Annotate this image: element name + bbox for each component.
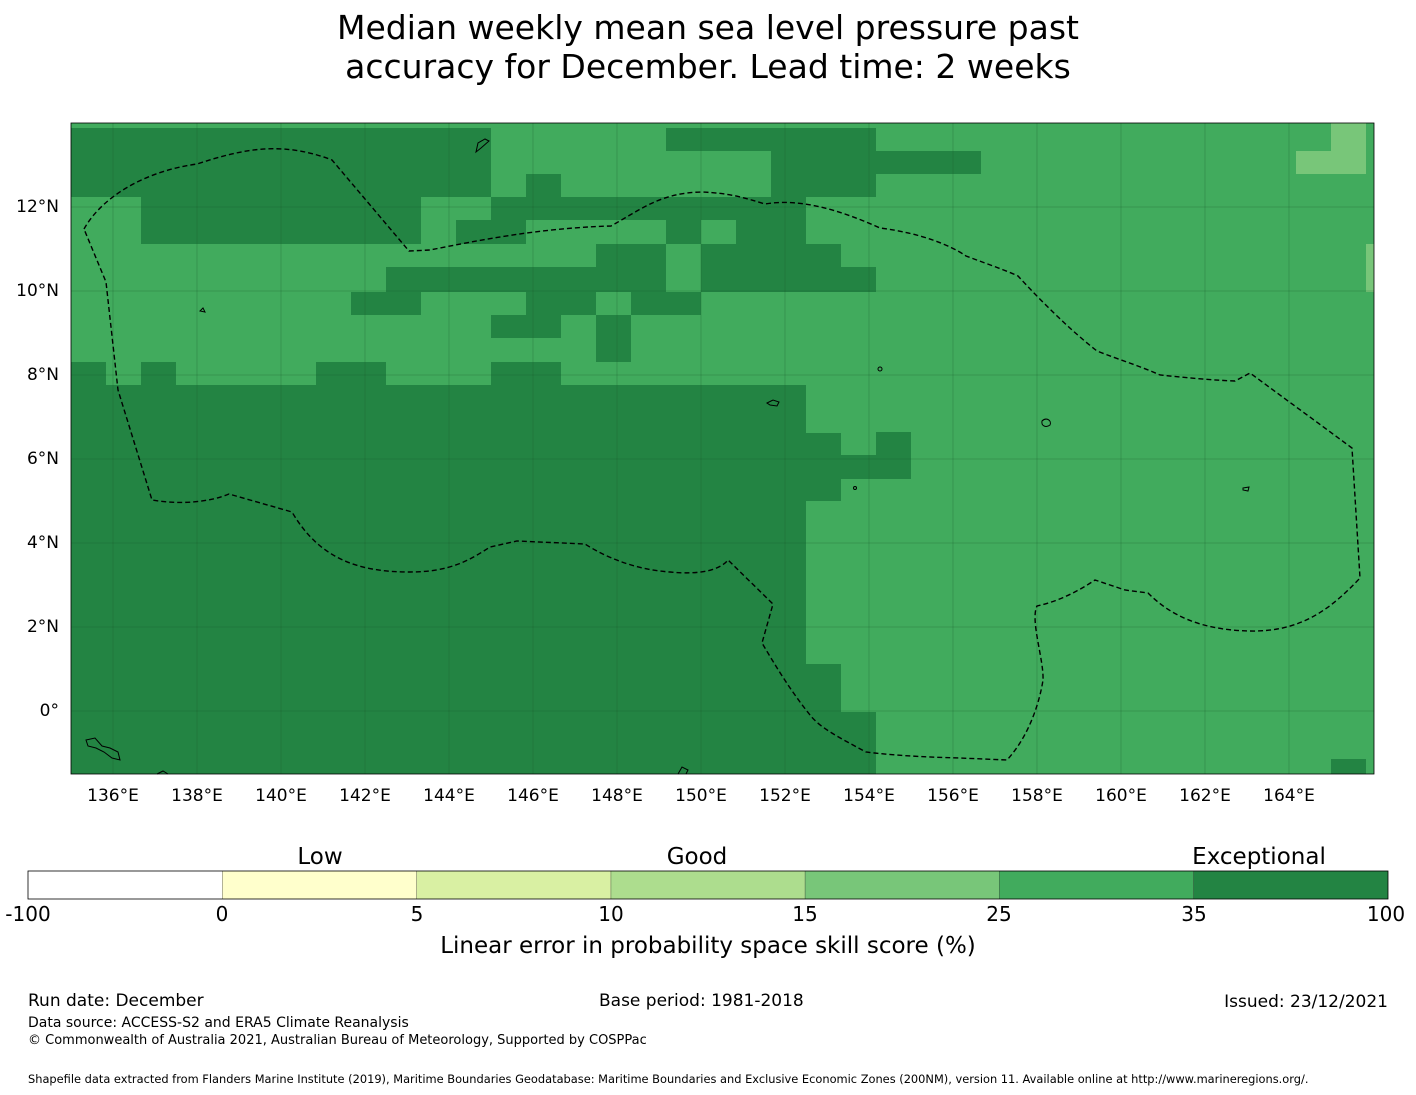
- island-yap: [198, 307, 206, 313]
- colorbar-tick: 25: [986, 902, 1012, 926]
- lon-tick: 140°E: [255, 786, 307, 806]
- colorbar-tick: 15: [792, 902, 818, 926]
- island-new-guinea-coast: [85, 737, 121, 761]
- lon-tick: 138°E: [171, 786, 223, 806]
- lat-tick: 0°: [39, 701, 59, 721]
- colorbar-tick: 5: [410, 902, 424, 926]
- lon-tick: 152°E: [759, 786, 811, 806]
- lon-tick: 142°E: [339, 786, 391, 806]
- lon-tick: 160°E: [1095, 786, 1147, 806]
- colorbar-bin-1: [28, 871, 223, 899]
- region-exceptional-south: [71, 385, 806, 774]
- coastline-islands: [85, 138, 1250, 775]
- island-chuuk: [766, 399, 780, 407]
- lon-tick: 136°E: [87, 786, 139, 806]
- lon-tick: 158°E: [1011, 786, 1063, 806]
- issued-date: Issued: 23/12/2021: [1224, 992, 1388, 1012]
- lat-tick: 12°N: [16, 197, 59, 217]
- colorbar: [27, 870, 1389, 900]
- colorbar-bin-3: [416, 871, 611, 899]
- shapefile-credit: Shapefile data extracted from Flanders M…: [28, 1072, 1309, 1086]
- colorbar-tick: 10: [598, 902, 624, 926]
- region-exceptional-southwest: [71, 362, 106, 385]
- map-frame: [70, 122, 1375, 775]
- colorbar-bin-5: [805, 871, 1000, 899]
- lon-tick: 146°E: [507, 786, 559, 806]
- colorbar-label: Linear error in probability space skill …: [440, 933, 976, 959]
- colorbar-frame: [27, 870, 1389, 900]
- lat-tick: 2°N: [26, 617, 59, 637]
- colorbar-bin-7: [1193, 871, 1388, 899]
- lat-tick: 10°N: [16, 281, 59, 301]
- colorbar-category-low: Low: [297, 844, 343, 870]
- lat-tick: 6°N: [26, 449, 59, 469]
- skill-score-raster: [71, 123, 1374, 774]
- copyright: © Commonwealth of Australia 2021, Austra…: [28, 1033, 647, 1048]
- lat-tick: 4°N: [26, 533, 59, 553]
- lon-tick: 154°E: [843, 786, 895, 806]
- region-exceptional-north: [71, 128, 491, 197]
- lon-tick: 148°E: [591, 786, 643, 806]
- colorbar-bin-4: [610, 871, 806, 899]
- graticule: [71, 123, 1374, 774]
- colorbar-category-exceptional: Exceptional: [1192, 844, 1326, 870]
- colorbar-category-good: Good: [666, 844, 728, 870]
- lat-tick: 8°N: [26, 365, 59, 385]
- colorbar-bin-2: [222, 871, 417, 899]
- colorbar-tick: 100: [1366, 902, 1406, 926]
- data-source: Data source: ACCESS-S2 and ERA5 Climate …: [28, 1015, 409, 1031]
- lon-tick: 156°E: [927, 786, 979, 806]
- lon-tick: 164°E: [1263, 786, 1315, 806]
- map-title-line-2: accuracy for December. Lead time: 2 week…: [345, 47, 1071, 86]
- lon-tick: 144°E: [423, 786, 475, 806]
- island-guam: [475, 138, 490, 154]
- eez-boundary: [83, 148, 1361, 761]
- colorbar-bin-6: [999, 871, 1194, 899]
- colorbar-tick: 0: [215, 902, 229, 926]
- region-good-mid: [1331, 123, 1366, 151]
- run-date: Run date: December: [28, 991, 204, 1011]
- map-title-line-1: Median weekly mean sea level pressure pa…: [337, 8, 1079, 47]
- island-pohnpei: [1242, 486, 1250, 492]
- island-kosrae: [1041, 418, 1051, 427]
- colorbar-tick: 35: [1181, 902, 1207, 926]
- colorbar-tick: -100: [5, 902, 51, 926]
- base-period: Base period: 1981-2018: [599, 991, 804, 1011]
- lon-tick: 162°E: [1179, 786, 1231, 806]
- lon-tick: 150°E: [675, 786, 727, 806]
